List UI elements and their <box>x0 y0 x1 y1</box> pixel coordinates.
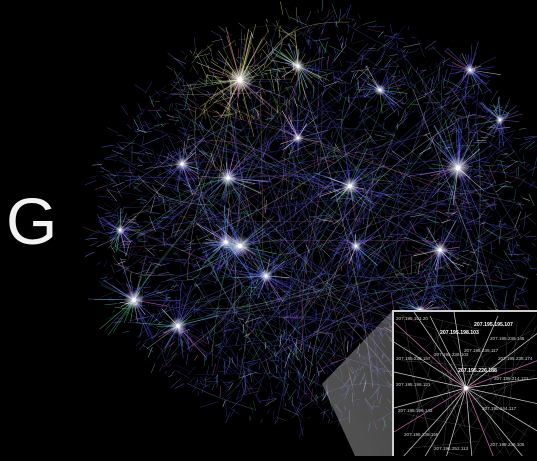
ip-label: 207.195.198.121 <box>396 382 431 387</box>
ip-label: 207.195.252.113 <box>434 446 469 451</box>
ip-label: 207.195.226.188 <box>458 368 497 374</box>
ip-label: 207.195.151.20 <box>396 316 428 321</box>
zoom-inset-graph: 207.195.151.20 207.195.198.103 207.195.195… <box>394 312 537 456</box>
ip-label: 207.195.238.174 <box>498 356 533 361</box>
ip-label: 207.195.236.145 <box>490 336 525 341</box>
ip-label: 207.195.214.121 <box>494 376 529 381</box>
ip-label: 207.195.196.143 <box>398 408 433 413</box>
ip-label: 207.195.238.157 <box>396 356 431 361</box>
zoom-inset: 207.195.151.20 207.195.198.103 207.195.195… <box>392 310 537 456</box>
ip-label: 207.195.244.117 <box>482 406 517 411</box>
ip-label: 207.195.239.117 <box>464 348 499 353</box>
zoom-labels: 207.195.151.20 207.195.198.103 207.195.195… <box>396 316 533 451</box>
letter-g: G <box>6 188 57 254</box>
ip-label: 207.195.236.105 <box>490 442 525 447</box>
ip-label: 207.195.198.103 <box>440 330 479 336</box>
ip-label: 207.195.195.107 <box>474 322 513 328</box>
ip-label: 207.195.238.155 <box>404 432 439 437</box>
